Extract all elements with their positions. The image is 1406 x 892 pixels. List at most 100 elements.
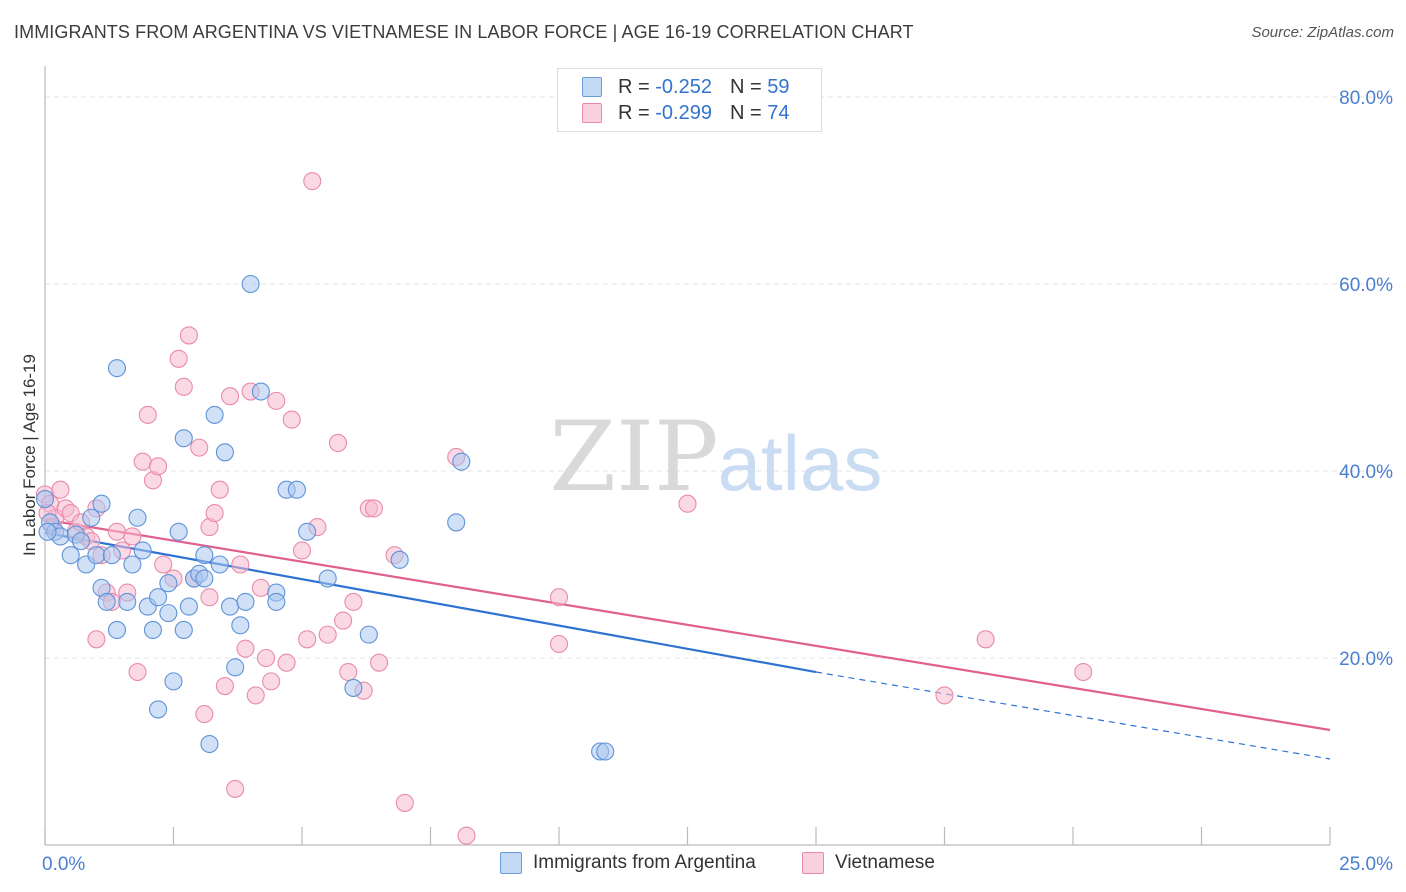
legend-row-vietnamese: R = -0.299 N = 74 xyxy=(582,100,789,126)
argentina-point xyxy=(195,569,214,588)
vietnamese-point xyxy=(133,452,152,471)
argentina-point xyxy=(107,620,127,640)
argentina-trend-line xyxy=(44,531,817,674)
vietnamese-trend-line xyxy=(44,518,1331,732)
vietnamese-point xyxy=(123,527,142,546)
tick-labels: 20.0% 40.0% 60.0% 80.0% 0.0% 25.0% xyxy=(42,88,1393,875)
x-tick-label-max: 25.0% xyxy=(1339,854,1393,875)
vietnamese-point xyxy=(395,793,414,812)
vietnamese-point xyxy=(370,653,389,672)
argentina-point xyxy=(87,546,106,565)
watermark: ZIP atlas xyxy=(549,401,882,513)
axes xyxy=(44,66,1331,846)
argentina-point xyxy=(287,480,306,499)
vietnamese-point xyxy=(282,410,301,429)
argentina-point xyxy=(344,678,363,697)
vietnamese-point xyxy=(154,555,173,574)
vietnamese-point xyxy=(231,555,250,574)
argentina-point xyxy=(164,672,183,691)
vietnamese-point xyxy=(344,592,363,611)
r-value: -0.252 xyxy=(655,75,712,98)
vietnamese-point xyxy=(87,630,106,649)
watermark-atlas: atlas xyxy=(718,419,883,507)
vietnamese-point xyxy=(195,705,214,724)
vietnamese-point xyxy=(678,494,697,513)
argentina-point xyxy=(169,522,188,541)
argentina-point xyxy=(226,658,245,677)
vietnamese-point xyxy=(138,405,157,424)
vietnamese-point xyxy=(107,522,127,541)
vietnamese-point xyxy=(339,662,358,682)
vietnamese-swatch xyxy=(582,103,602,123)
vietnamese-point xyxy=(236,639,255,658)
bottom-legend-argentina[interactable]: Immigrants from Argentina xyxy=(500,852,756,874)
argentina-point xyxy=(118,592,137,611)
bottom-legend-vietnamese[interactable]: Vietnamese xyxy=(802,852,935,874)
argentina-point xyxy=(159,574,178,593)
vietnamese-point xyxy=(303,172,322,191)
argentina-point xyxy=(251,382,270,401)
y-axis-label: In Labor Force | Age 16-19 xyxy=(20,354,39,556)
vietnamese-point xyxy=(262,672,281,691)
argentina-point xyxy=(107,359,127,378)
argentina-point xyxy=(236,592,255,611)
x-tick-label-min: 0.0% xyxy=(42,854,85,875)
argentina-point xyxy=(452,452,471,471)
y-tick-label: 80.0% xyxy=(1339,88,1393,109)
r-label: R = xyxy=(618,101,650,124)
vietnamese-point xyxy=(549,588,569,607)
argentina-point xyxy=(35,489,55,509)
argentina-point xyxy=(159,604,178,623)
argentina-point xyxy=(267,592,286,611)
argentina-point xyxy=(133,541,152,560)
vietnamese-point xyxy=(364,499,384,518)
vietnamese-point xyxy=(51,480,70,499)
vietnamese-point xyxy=(226,779,245,798)
vietnamese-point xyxy=(298,630,317,649)
vietnamese-point xyxy=(334,611,353,630)
argentina-point xyxy=(71,532,91,551)
argentina-point xyxy=(298,522,317,541)
legend-row-argentina: R = -0.252 N = 59 xyxy=(582,74,789,100)
watermark-zip: ZIP xyxy=(549,401,718,513)
vietnamese-point xyxy=(1074,662,1093,682)
vietnamese-point xyxy=(549,634,569,654)
argentina-point xyxy=(596,742,615,761)
vietnamese-point xyxy=(292,541,312,560)
vietnamese-point xyxy=(277,653,296,672)
argentina-trend-extension xyxy=(815,671,1331,760)
grid-lines xyxy=(45,96,1392,659)
argentina-point xyxy=(61,546,80,565)
y-tick-label: 60.0% xyxy=(1339,275,1393,296)
r-label: R = xyxy=(618,75,650,98)
correlation-legend: R = -0.252 N = 59 R = -0.299 N = 74 xyxy=(557,68,822,132)
argentina-point xyxy=(390,550,409,569)
vietnamese-point xyxy=(251,578,270,597)
argentina-point xyxy=(195,546,214,565)
argentina-point xyxy=(359,625,378,644)
argentina-point xyxy=(231,616,250,635)
argentina-point xyxy=(215,443,234,462)
r-value: -0.299 xyxy=(655,101,712,124)
source-label: Source: ZipAtlas.com xyxy=(1251,24,1394,41)
vietnamese-point xyxy=(457,826,476,845)
argentina-point xyxy=(82,508,101,527)
argentina-point xyxy=(241,274,260,294)
n-label: N = xyxy=(729,101,762,124)
vietnamese-point xyxy=(935,686,954,705)
vietnamese-point xyxy=(169,349,188,368)
vietnamese-point xyxy=(128,662,147,682)
data-points xyxy=(35,172,1093,845)
argentina-point xyxy=(97,592,116,611)
argentina-point xyxy=(149,700,168,719)
vietnamese-point xyxy=(200,588,219,607)
argentina-point xyxy=(92,494,111,513)
argentina-point xyxy=(205,405,224,424)
vietnamese-point xyxy=(256,648,276,668)
y-tick-label: 40.0% xyxy=(1339,462,1393,483)
n-label: N = xyxy=(729,75,762,98)
vietnamese-point xyxy=(190,438,209,457)
argentina-point xyxy=(128,508,147,527)
argentina-point xyxy=(174,620,193,640)
